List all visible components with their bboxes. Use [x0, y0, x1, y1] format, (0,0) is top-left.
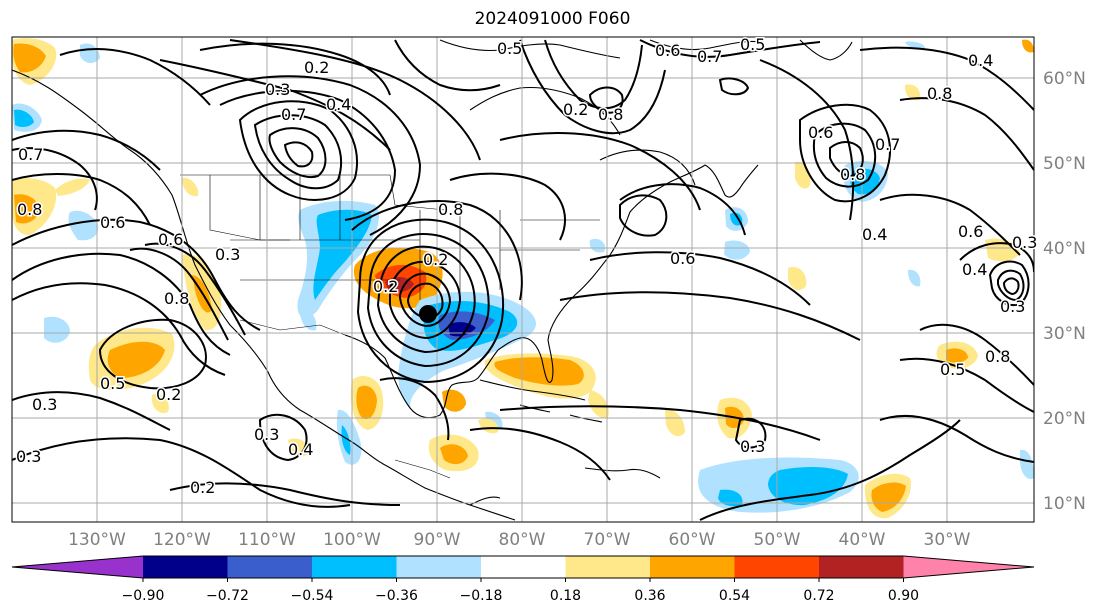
- contour-label: 0.6: [670, 249, 695, 268]
- colorbar-tick-label: −0.18: [460, 588, 503, 604]
- graticule: [12, 37, 1034, 522]
- lat-tick-label: 10°N: [1043, 494, 1086, 514]
- contour-label: 0.5: [100, 374, 125, 393]
- lon-tick-label: 60°W: [669, 530, 716, 550]
- shading-layer: [12, 38, 1034, 519]
- contour-label: 0.8: [17, 200, 42, 219]
- contour-label: 0.8: [927, 84, 952, 103]
- contour-label: 0.5: [940, 360, 965, 379]
- contour-label: 0.7: [281, 105, 306, 124]
- colorbar-segment: [396, 556, 481, 578]
- contour-label: 0.3: [32, 395, 57, 414]
- lat-tick-label: 30°N: [1043, 324, 1086, 344]
- lon-tick-label: 80°W: [499, 530, 546, 550]
- colorbar-tick-label: −0.90: [122, 588, 165, 604]
- contour-label: 0.2: [190, 478, 215, 497]
- lon-tick-label: 100°W: [323, 530, 381, 550]
- lon-tick-label: 130°W: [68, 530, 126, 550]
- contour-label: 0.6: [100, 213, 125, 232]
- contour-label: 0.3: [1000, 297, 1025, 316]
- colorbar-segment: [227, 556, 312, 578]
- contour-label: 0.2: [156, 385, 181, 404]
- contour-label: 0.2: [423, 250, 448, 269]
- contour-label: 0.6: [958, 222, 983, 241]
- contour-label: 0.3: [16, 447, 41, 466]
- contour-label: 0.4: [326, 95, 351, 114]
- colorbar-tick-label: 0.54: [719, 588, 750, 604]
- contour-label: 0.7: [697, 47, 722, 66]
- lat-axis-labels: 60°N 50°N 40°N 30°N 20°N 10°N: [1043, 69, 1086, 514]
- lat-tick-label: 60°N: [1043, 69, 1086, 89]
- contour-label: 0.3: [1012, 233, 1037, 252]
- map-frame: [11, 36, 1035, 523]
- contour-label: 0.8: [164, 289, 189, 308]
- contour-label: 0.4: [962, 260, 987, 279]
- colorbar-segment: [481, 556, 566, 578]
- contour-label: 0.6: [655, 41, 680, 60]
- contour-label: 0.8: [840, 165, 865, 184]
- colorbar-extend-min: [12, 556, 143, 578]
- colorbar-segment: [650, 556, 735, 578]
- contour-label: 0.6: [158, 230, 183, 249]
- lon-tick-label: 110°W: [238, 530, 296, 550]
- colorbar-segment: [143, 556, 228, 578]
- lon-tick-label: 120°W: [153, 530, 211, 550]
- colorbar-extend-max: [903, 556, 1034, 578]
- colorbar-segment: [819, 556, 904, 578]
- contour-label: 0.3: [215, 245, 240, 264]
- colorbar: −0.90 −0.72 −0.54 −0.36 −0.18 0.18 0.36 …: [11, 555, 1035, 604]
- colorbar-tick-label: 0.72: [803, 588, 834, 604]
- lon-tick-label: 70°W: [584, 530, 631, 550]
- contour-label: 0.6: [808, 123, 833, 142]
- colorbar-tick-label: 0.36: [634, 588, 665, 604]
- colorbar-segment: [734, 556, 819, 578]
- colorbar-tick-label: −0.54: [291, 588, 334, 604]
- colorbar-tick-label: −0.36: [375, 588, 418, 604]
- contour-label: 0.3: [265, 80, 290, 99]
- lon-axis-labels: 130°W 120°W 110°W 100°W 90°W 80°W 70°W 6…: [68, 530, 971, 550]
- map-background: [12, 37, 1034, 522]
- lat-tick-label: 20°N: [1043, 409, 1086, 429]
- contour-label: 0.3: [254, 425, 279, 444]
- contour-label: 0.7: [875, 135, 900, 154]
- plot-title: 2024091000 F060: [474, 9, 631, 29]
- contour-layer: [12, 39, 1034, 521]
- contour-label: 0.5: [497, 39, 522, 58]
- colorbar-segment: [565, 556, 650, 578]
- contour-label: 0.3: [740, 437, 765, 456]
- lat-tick-label: 50°N: [1043, 154, 1086, 174]
- contour-label: 0.8: [438, 200, 463, 219]
- lon-tick-label: 30°W: [924, 530, 971, 550]
- lon-tick-label: 50°W: [754, 530, 801, 550]
- contour-label: 0.2: [563, 100, 588, 119]
- contour-label: 0.4: [288, 440, 313, 459]
- lat-tick-label: 40°N: [1043, 239, 1086, 259]
- contour-labels: 0.2 0.3 0.7 0.4 0.5 0.6 0.7 0.5 0.4 0.8 …: [15, 34, 1039, 499]
- contour-label: 0.5: [740, 35, 765, 54]
- contour-label: 0.4: [968, 51, 993, 70]
- contour-label: 0.4: [862, 225, 887, 244]
- contour-label: 0.2: [304, 58, 329, 77]
- contour-label: 0.8: [985, 347, 1010, 366]
- contour-label: 0.2: [373, 277, 398, 296]
- lon-tick-label: 90°W: [414, 530, 461, 550]
- colorbar-tick-label: 0.90: [888, 588, 919, 604]
- colorbar-tick-label: 0.18: [550, 588, 581, 604]
- colorbar-tick-label: −0.72: [206, 588, 249, 604]
- colorbar-segment: [312, 556, 397, 578]
- contour-label: 0.7: [18, 145, 43, 164]
- contour-label: 0.8: [598, 105, 623, 124]
- lon-tick-label: 40°W: [839, 530, 886, 550]
- coastline-layer: [12, 39, 853, 521]
- cyclone-center-marker: [419, 305, 437, 323]
